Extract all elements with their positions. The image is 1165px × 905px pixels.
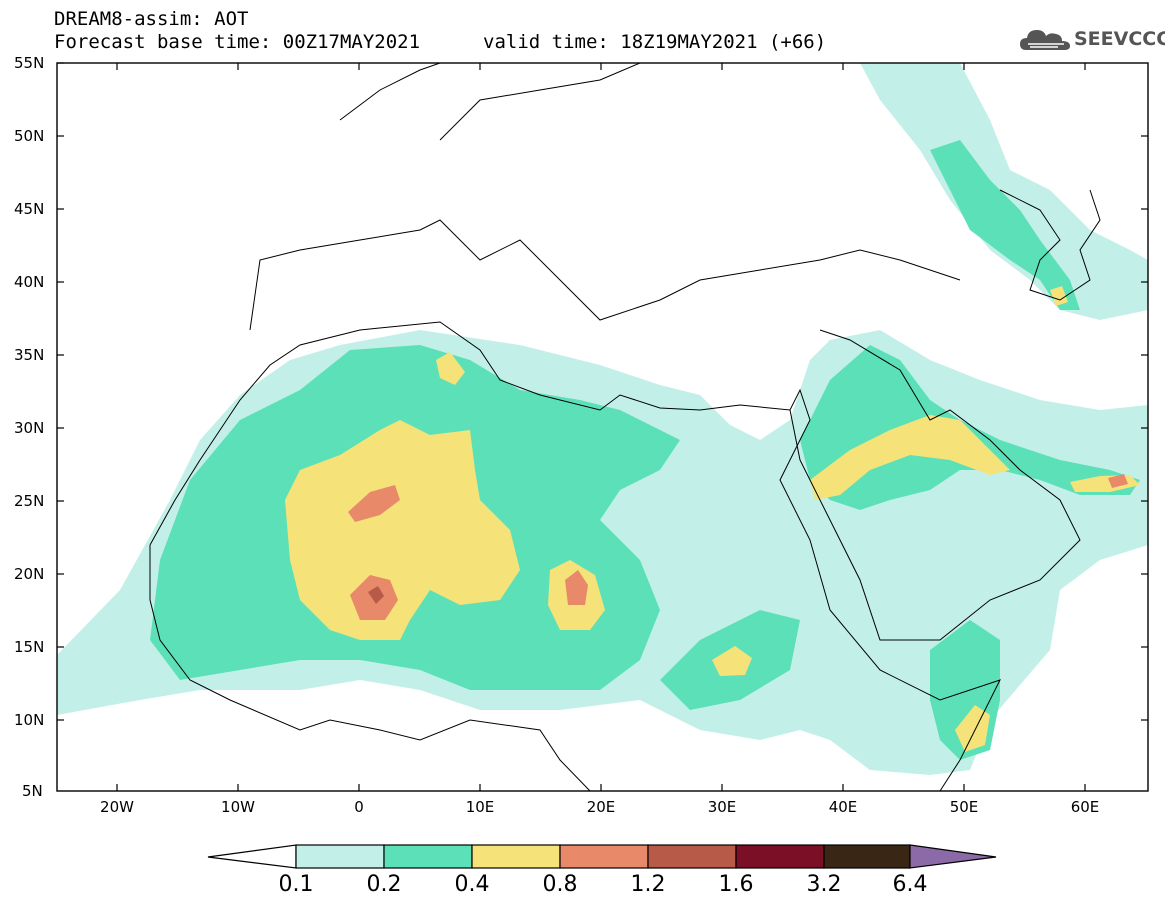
- lon-label: 0: [354, 798, 364, 816]
- aot-level-0.4: [285, 420, 520, 640]
- lat-label: 30N: [14, 419, 45, 437]
- west-africa-coast: [149, 545, 591, 791]
- lat-label: 20N: [14, 565, 45, 583]
- aot-level-0.2-caspian: [930, 140, 1080, 310]
- europe-coast: [249, 219, 961, 331]
- colorbar-label: 3.2: [806, 872, 842, 897]
- colorbar-bin-3.2-6.4: [823, 844, 911, 869]
- colorbar-label: 0.2: [366, 872, 402, 897]
- aot-level-0.4-arabia: [810, 415, 1010, 500]
- map-title: DREAM8-assim: AOT: [54, 8, 249, 30]
- lon-label: 10W: [221, 798, 255, 816]
- colorbar: [207, 844, 997, 869]
- logo-text: SEEVCCC: [1074, 28, 1165, 50]
- colorbar-label: 1.2: [630, 872, 666, 897]
- lon-label: 50E: [949, 798, 979, 816]
- map-frame: [56, 62, 1149, 792]
- aot-level-0.8-chad: [565, 570, 588, 605]
- lon-label: 20E: [586, 798, 616, 816]
- caspian-coast: [999, 189, 1101, 301]
- colorbar-bin-1.2-1.6: [647, 844, 737, 869]
- europe-north: [339, 63, 641, 141]
- lat-label: 10N: [14, 711, 45, 729]
- axis-ticks: [57, 62, 1148, 791]
- lon-label: 20W: [100, 798, 134, 816]
- valid-time: valid time: 18Z19MAY2021 (+66): [483, 31, 827, 53]
- arabia-coast: [789, 329, 1081, 641]
- aot-field: [57, 63, 1148, 775]
- colorbar-high-arrow: [909, 844, 997, 869]
- lat-label: 55N: [14, 54, 45, 72]
- colorbar-label: 0.8: [542, 872, 578, 897]
- aot-level-0.4-sudan: [712, 646, 752, 676]
- cloud-logo-icon: [1020, 30, 1070, 50]
- lon-label: 10E: [465, 798, 495, 816]
- colorbar-bin-0.8-1.2: [559, 844, 649, 869]
- lon-label: 40E: [828, 798, 858, 816]
- aot-level-0.4-caspian: [1050, 286, 1068, 306]
- colorbar-label: 6.4: [892, 872, 928, 897]
- colorbar-bin-1.6-3.2: [735, 844, 825, 869]
- lat-label: 5N: [22, 782, 43, 800]
- aot-level-0.8-gulf: [1108, 474, 1128, 488]
- lon-label: 60E: [1070, 798, 1100, 816]
- lon-label: 30E: [707, 798, 737, 816]
- lat-label: 40N: [14, 273, 45, 291]
- colorbar-label: 1.6: [718, 872, 754, 897]
- forecast-base-time: Forecast base time: 00Z17MAY2021: [54, 31, 421, 53]
- colorbar-bin-0.4-0.8: [471, 844, 561, 869]
- colorbar-low-arrow: [207, 844, 297, 869]
- lat-label: 25N: [14, 492, 45, 510]
- colorbar-bin-0.1-0.2: [295, 844, 385, 869]
- seevccc-logo: SEEVCCC: [1018, 24, 1165, 56]
- lat-label: 45N: [14, 200, 45, 218]
- colorbar-bin-0.2-0.4: [383, 844, 473, 869]
- colorbar-label: 0.1: [278, 872, 314, 897]
- africa-coast: [149, 321, 1001, 791]
- aot-level-0.8-algeria: [348, 485, 400, 522]
- lat-label: 35N: [14, 346, 45, 364]
- aot-level-0.2-east: [800, 345, 1140, 510]
- aot-level-1.2-mali: [368, 586, 384, 604]
- aot-level-0.4-tunisia: [436, 352, 465, 385]
- lat-label: 50N: [14, 127, 45, 145]
- coastlines: [149, 63, 1101, 791]
- colorbar-label: 0.4: [454, 872, 490, 897]
- lat-label: 15N: [14, 638, 45, 656]
